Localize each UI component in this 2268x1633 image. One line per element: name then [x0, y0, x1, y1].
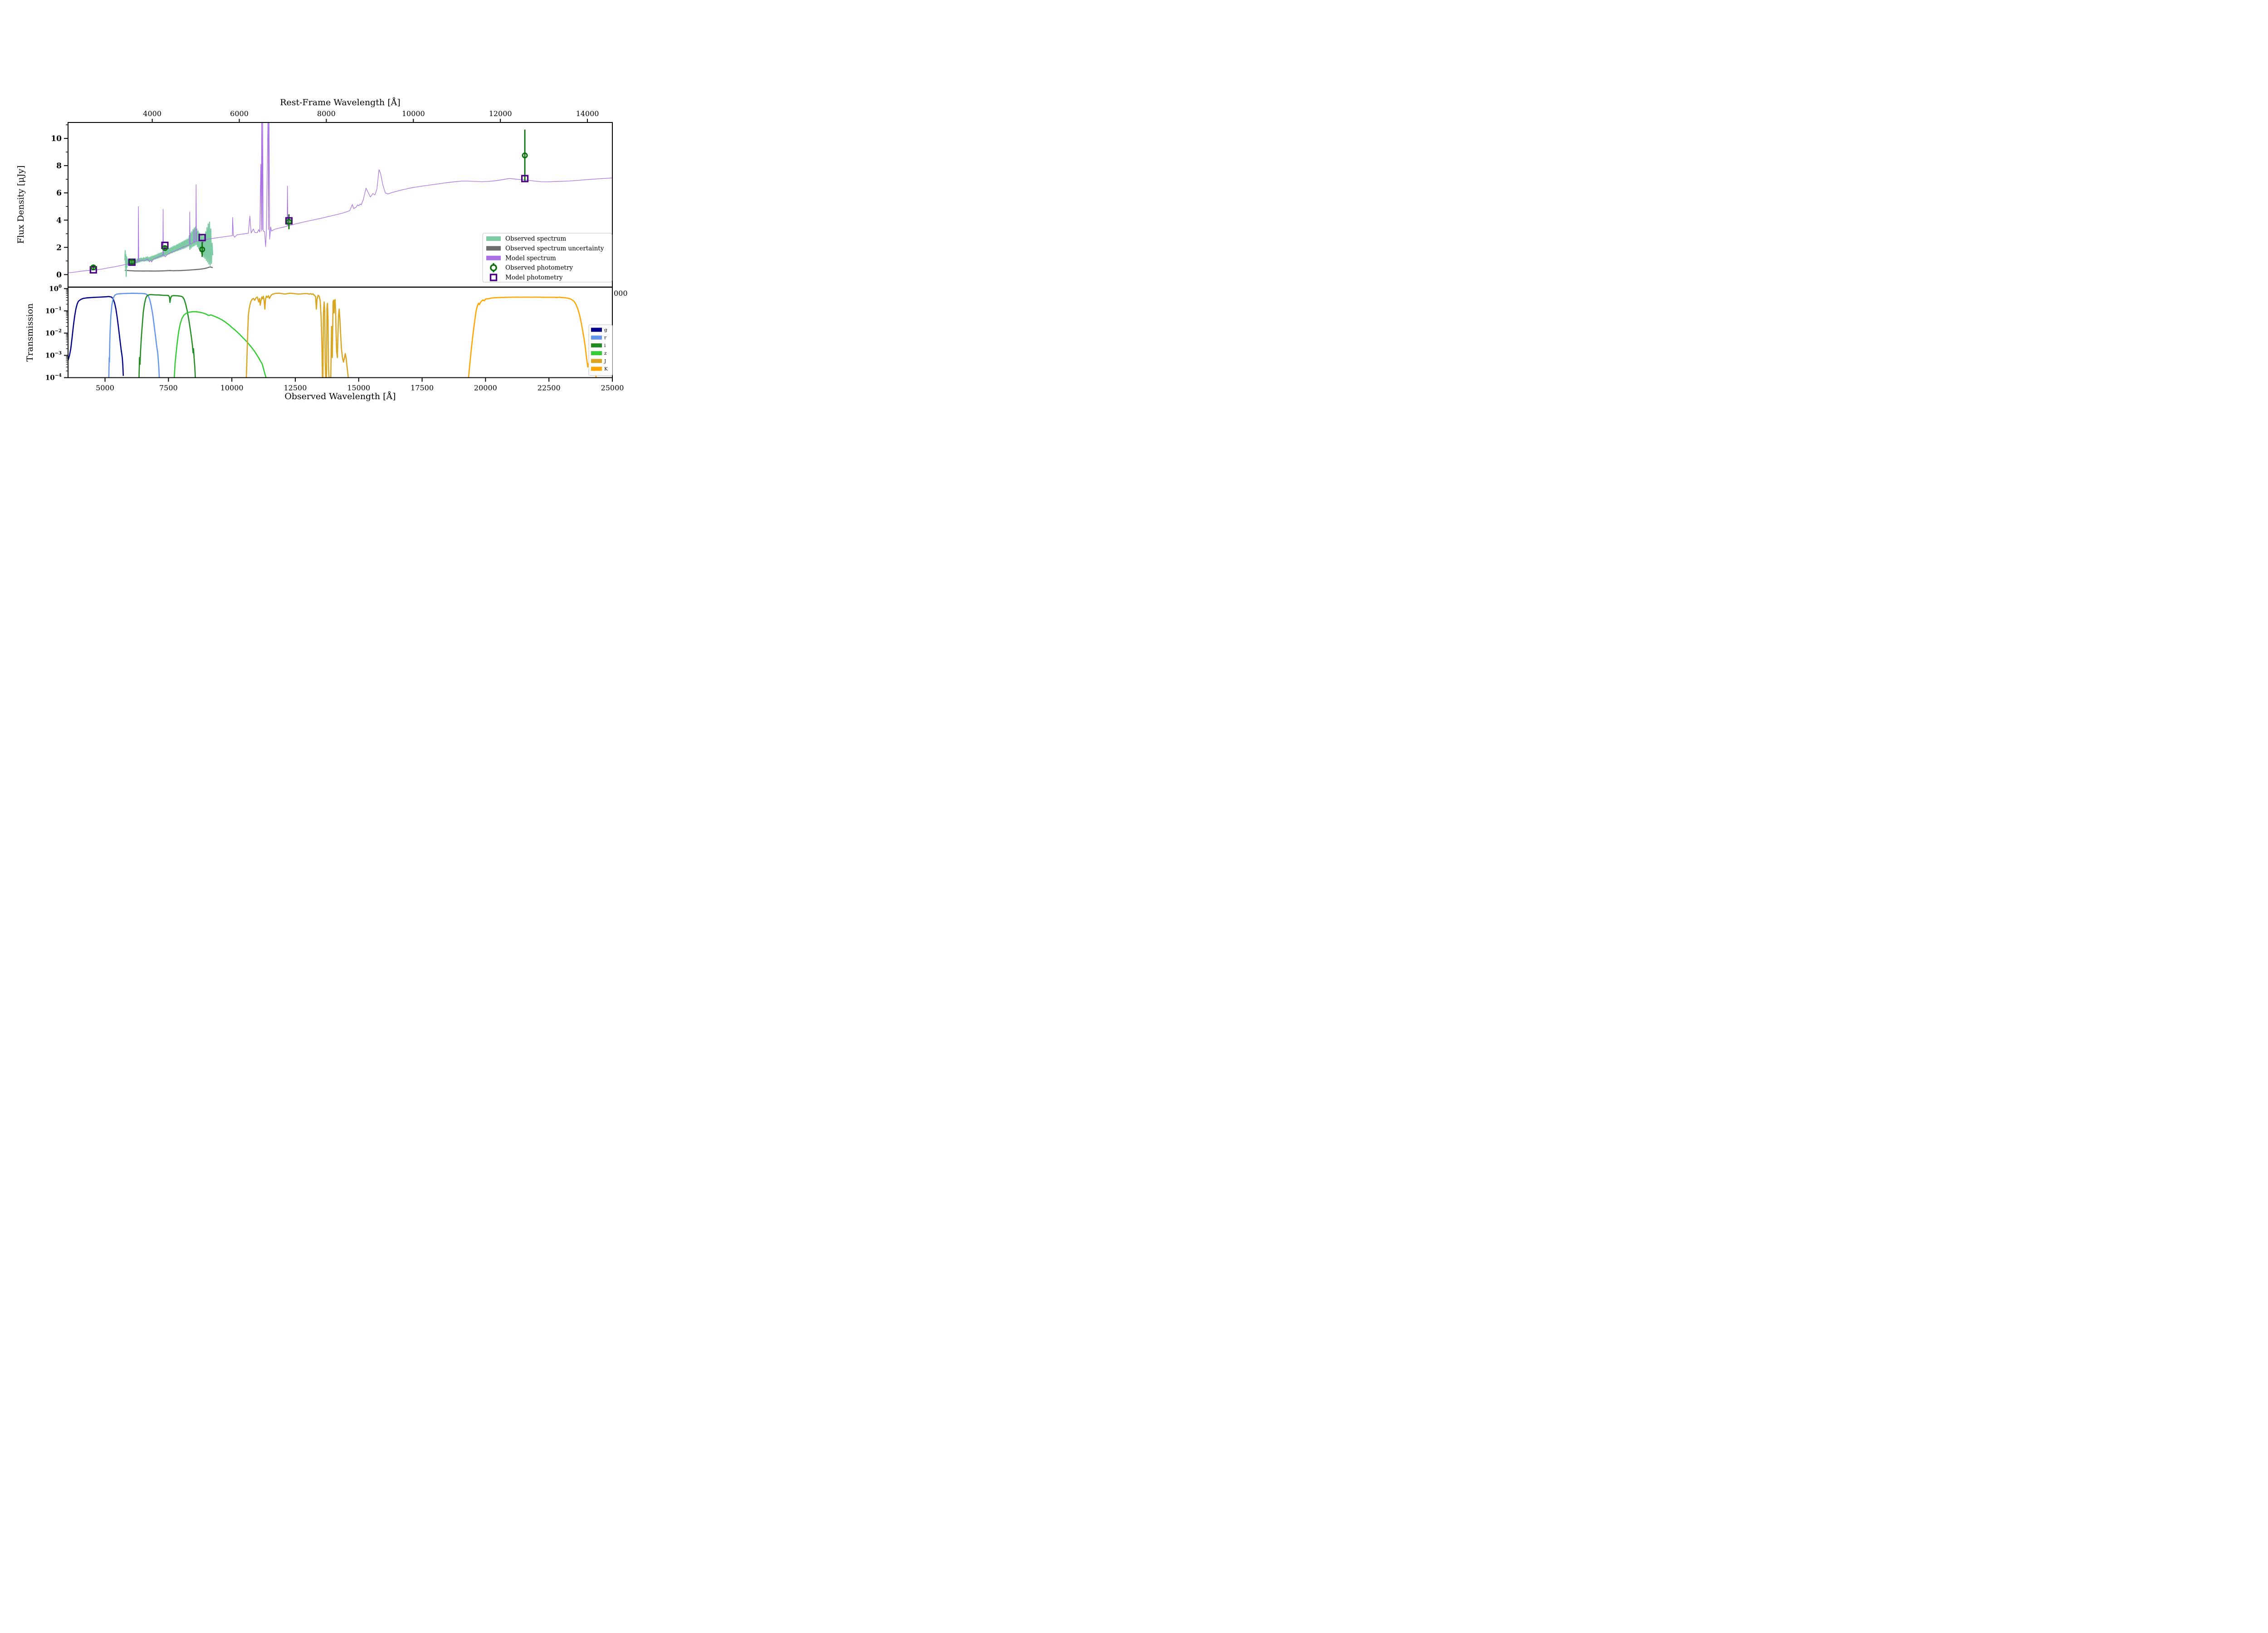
legend-swatch-0: [486, 236, 501, 241]
wavelength-tick-label: 7500: [159, 384, 178, 392]
filter-legend-swatch-J: [591, 359, 602, 363]
sed-chart: 4000 6000 8000 10000 12000 14000 0 2 4 6 8 10 5000 75…: [16, 98, 628, 401]
filter-curve-J: [245, 293, 349, 378]
observed-wavelength-axis-title: Observed Wavelength [Å]: [284, 391, 396, 401]
filter-legend-label: i: [604, 343, 606, 348]
filter-legend-swatch-z: [591, 351, 602, 356]
transmission-tick-label: 10−2: [45, 328, 62, 337]
wavelength-tick-label: 20000: [474, 384, 497, 392]
flux-tick-label: 0: [56, 270, 62, 279]
wavelength-tick-label: 25000: [601, 384, 624, 392]
clipped-tick-label-fragment: 000: [614, 289, 628, 298]
rest-tick-label: 6000: [230, 109, 249, 118]
legend-label: Observed spectrum: [505, 235, 566, 243]
model-photometry-marker-K: [521, 175, 529, 182]
model-photometry-marker-i: [161, 241, 169, 249]
top-legend-box: [482, 233, 612, 283]
rest-tick-label: 14000: [576, 109, 599, 118]
transmission-tick-label: 10−4: [45, 373, 62, 382]
rest-tick-label: 4000: [143, 109, 161, 118]
filter-curve-K: [468, 296, 597, 378]
wavelength-tick-label: 22500: [538, 384, 561, 392]
observed-photometry-marker-r: [129, 259, 135, 265]
sed-figure: 4000 6000 8000 10000 12000 14000 0 2 4 6 8 10 5000 75…: [0, 0, 680, 408]
flux-tick-label: 8: [56, 161, 62, 171]
rest-tick-label: 10000: [402, 109, 425, 118]
rest-tick-label: 8000: [317, 109, 336, 118]
wavelength-tick-label: 10000: [220, 384, 244, 392]
observed-photometry-marker-J: [286, 219, 292, 225]
flux-tick-label: 6: [56, 189, 62, 198]
legend-circle-icon: [490, 264, 497, 272]
transmission-tick-label: 10−1: [45, 306, 62, 315]
flux-tick-label: 4: [56, 216, 62, 225]
legend-swatch-1: [486, 246, 501, 251]
filter-legend-swatch-i: [591, 343, 602, 347]
wavelength-tick-label: 12500: [284, 384, 307, 392]
filter-legend-label: g: [604, 328, 607, 333]
rest-frame-axis-title: Rest-Frame Wavelength [Å]: [280, 98, 401, 108]
filter-legend-label: K: [604, 367, 608, 372]
model-photometry-marker-z: [198, 234, 206, 241]
filter-curve-i: [138, 294, 196, 378]
filter-legend-label: z: [604, 351, 607, 356]
filter-legend-swatch-K: [591, 367, 602, 371]
filter-curve-z: [173, 311, 267, 378]
axes: 4000 6000 8000 10000 12000 14000 0 2 4 6 8 10 5000 75…: [45, 109, 624, 392]
photometry-markers: [89, 129, 529, 274]
model-photometry-marker-g: [89, 266, 97, 274]
model-spectrum-curve: [68, 122, 612, 274]
observed-photometry-marker-i: [162, 245, 168, 251]
observed-spectrum-uncertainty-curve: [124, 266, 213, 272]
filter-legend-swatch-r: [591, 335, 602, 340]
filter-curve-g: [68, 296, 124, 376]
legend-label: Observed photometry: [505, 264, 573, 272]
spectrum-curves: [68, 122, 612, 277]
top-legend: Observed spectrum Observed spectrum uncer…: [482, 233, 612, 283]
legend-label: Model spectrum: [505, 254, 556, 262]
observed-photometry-marker-K: [522, 152, 528, 159]
flux-density-axis-title: Flux Density [μJy]: [16, 166, 26, 244]
wavelength-tick-label: 15000: [347, 384, 370, 392]
rest-tick-label: 12000: [489, 109, 512, 118]
filter-curve-r: [108, 293, 160, 378]
filter-curves: [68, 293, 597, 378]
wavelength-tick-label: 5000: [96, 384, 114, 392]
legend-square-icon: [489, 274, 498, 281]
observed-photometry-marker-g: [90, 264, 97, 270]
flux-tick-label: 2: [56, 243, 62, 252]
transmission-tick-label: 100: [49, 284, 62, 293]
filter-legend-label: r: [604, 335, 607, 341]
legend-swatch-2: [486, 255, 501, 260]
transmission-axis-title: Transmission: [25, 303, 35, 362]
filter-legend-label: J: [604, 358, 606, 364]
observed-photometry-marker-z: [199, 246, 205, 253]
transmission-tick-label: 10−3: [45, 351, 62, 359]
wavelength-tick-label: 17500: [411, 384, 434, 392]
legend-label: Model photometry: [505, 274, 563, 281]
legend-label: Observed spectrum uncertainty: [505, 245, 604, 252]
filter-legend-swatch-g: [591, 328, 602, 332]
flux-tick-label: 10: [51, 134, 62, 143]
